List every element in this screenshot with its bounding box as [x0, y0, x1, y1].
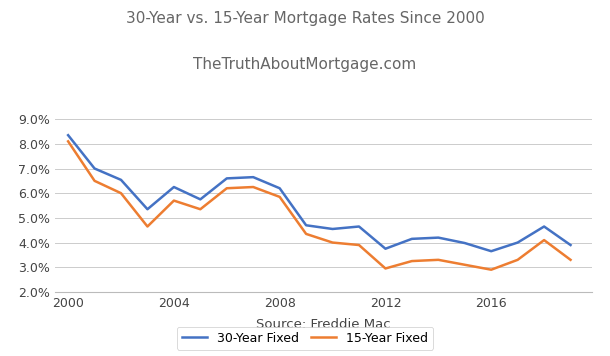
30-Year Fixed [356, 224, 363, 229]
15-Year Fixed [461, 263, 468, 267]
30-Year Fixed [540, 224, 548, 229]
15-Year Fixed [117, 191, 124, 195]
30-Year Fixed [170, 185, 178, 189]
15-Year Fixed [144, 224, 151, 229]
30-Year Fixed [408, 237, 415, 241]
30-Year Fixed [223, 176, 231, 180]
15-Year Fixed [170, 198, 178, 203]
15-Year Fixed [303, 232, 310, 236]
15-Year Fixed [408, 259, 415, 263]
30-Year Fixed [435, 235, 442, 240]
30-Year Fixed [196, 197, 204, 201]
15-Year Fixed [540, 238, 548, 242]
30-Year Fixed [329, 227, 336, 231]
15-Year Fixed [196, 207, 204, 211]
15-Year Fixed [567, 258, 574, 262]
15-Year Fixed [249, 185, 257, 189]
Text: 30-Year vs. 15-Year Mortgage Rates Since 2000: 30-Year vs. 15-Year Mortgage Rates Since… [126, 11, 484, 26]
Line: 30-Year Fixed: 30-Year Fixed [68, 135, 570, 251]
15-Year Fixed [223, 186, 231, 190]
15-Year Fixed [382, 266, 389, 271]
30-Year Fixed [303, 223, 310, 227]
15-Year Fixed [356, 243, 363, 247]
30-Year Fixed [514, 240, 522, 245]
15-Year Fixed [329, 240, 336, 245]
Line: 15-Year Fixed: 15-Year Fixed [68, 141, 570, 270]
15-Year Fixed [435, 258, 442, 262]
X-axis label: Source: Freddie Mac: Source: Freddie Mac [256, 318, 390, 331]
30-Year Fixed [144, 207, 151, 211]
Legend: 30-Year Fixed, 15-Year Fixed: 30-Year Fixed, 15-Year Fixed [177, 327, 433, 350]
15-Year Fixed [65, 139, 72, 143]
30-Year Fixed [382, 247, 389, 251]
15-Year Fixed [91, 179, 98, 183]
30-Year Fixed [249, 175, 257, 179]
30-Year Fixed [117, 178, 124, 182]
15-Year Fixed [276, 195, 283, 199]
30-Year Fixed [65, 133, 72, 137]
Text: TheTruthAboutMortgage.com: TheTruthAboutMortgage.com [193, 57, 417, 72]
30-Year Fixed [276, 186, 283, 190]
30-Year Fixed [487, 249, 495, 253]
15-Year Fixed [514, 258, 522, 262]
30-Year Fixed [461, 241, 468, 245]
30-Year Fixed [567, 243, 574, 247]
30-Year Fixed [91, 166, 98, 171]
15-Year Fixed [487, 268, 495, 272]
